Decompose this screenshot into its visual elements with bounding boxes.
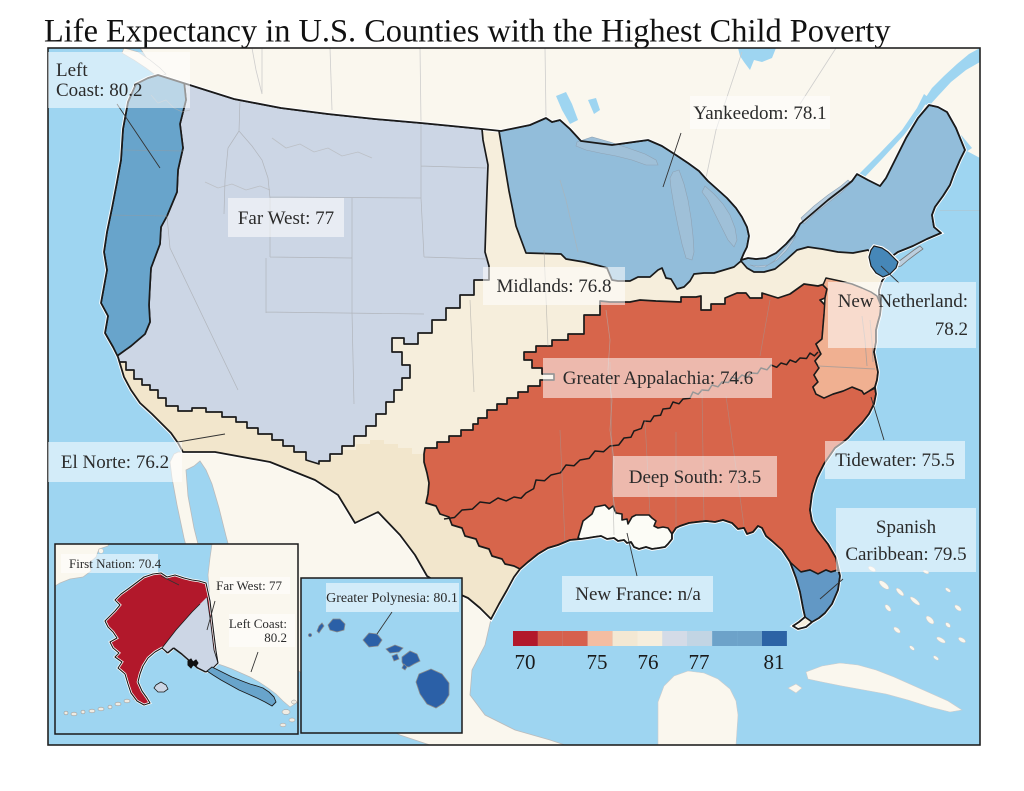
svg-text:70: 70 [515, 650, 536, 674]
svg-text:Midlands: 76.8: Midlands: 76.8 [496, 276, 611, 297]
svg-text:77: 77 [689, 650, 710, 674]
svg-text:Deep South: 73.5: Deep South: 73.5 [629, 467, 761, 488]
svg-text:Greater Appalachia: 74.6: Greater Appalachia: 74.6 [563, 368, 753, 389]
svg-text:Far West: 77: Far West: 77 [216, 578, 282, 593]
svg-text:Left Coast:: Left Coast: [229, 616, 287, 631]
svg-text:Left: Left [56, 60, 88, 81]
svg-text:Caribbean: 79.5: Caribbean: 79.5 [845, 544, 966, 565]
svg-text:76: 76 [638, 650, 659, 674]
svg-text:75: 75 [587, 650, 608, 674]
svg-text:Coast: 80.2: Coast: 80.2 [56, 80, 143, 101]
svg-text:81: 81 [764, 650, 785, 674]
svg-text:Life Expectancy in U.S. Counti: Life Expectancy in U.S. Counties with th… [44, 14, 891, 50]
svg-text:El Norte: 76.2: El Norte: 76.2 [61, 452, 169, 473]
svg-text:Far West: 77: Far West: 77 [238, 208, 334, 229]
svg-text:Spanish: Spanish [876, 517, 937, 538]
svg-text:80.2: 80.2 [264, 630, 287, 645]
svg-text:78.2: 78.2 [935, 319, 968, 340]
svg-text:Yankeedom: 78.1: Yankeedom: 78.1 [693, 103, 826, 124]
svg-text:First Nation: 70.4: First Nation: 70.4 [69, 556, 162, 571]
svg-text:Greater Polynesia: 80.1: Greater Polynesia: 80.1 [326, 591, 458, 606]
svg-text:New France: n/a: New France: n/a [575, 584, 701, 605]
svg-text:New Netherland:: New Netherland: [838, 291, 968, 312]
svg-text:Tidewater: 75.5: Tidewater: 75.5 [835, 450, 955, 471]
